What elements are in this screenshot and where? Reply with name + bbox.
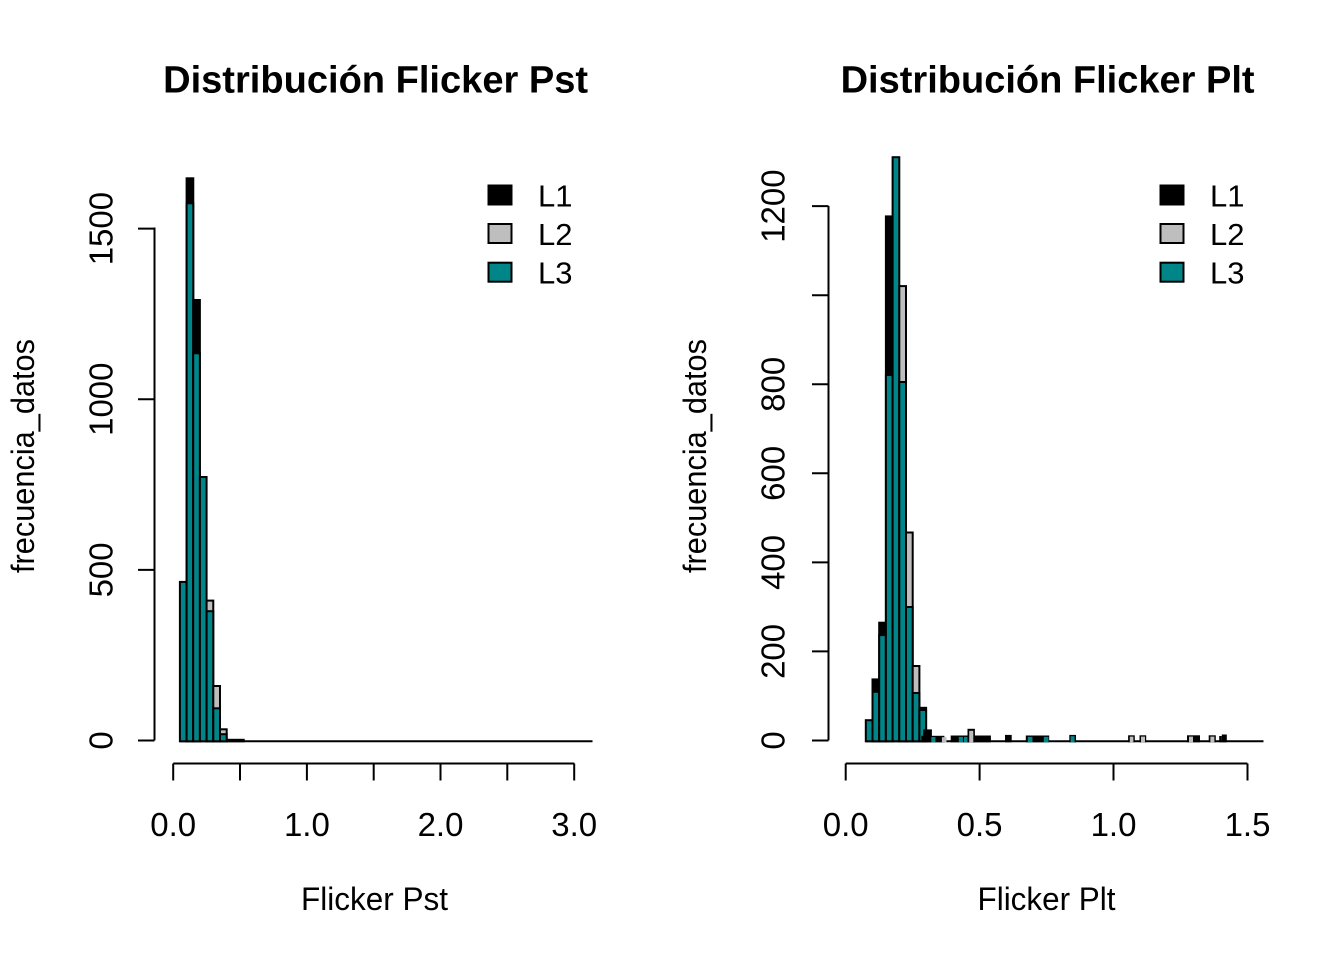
svg-text:L1: L1 [1210, 179, 1244, 214]
svg-text:1.0: 1.0 [284, 806, 330, 843]
svg-text:0.5: 0.5 [957, 806, 1003, 843]
svg-text:2.0: 2.0 [418, 806, 464, 843]
svg-text:600: 600 [754, 446, 791, 501]
svg-text:0.0: 0.0 [823, 806, 869, 843]
svg-text:1000: 1000 [82, 362, 119, 435]
svg-text:Flicker Plt: Flicker Plt [978, 881, 1116, 917]
svg-text:L1: L1 [538, 179, 572, 214]
svg-text:L2: L2 [1210, 217, 1244, 252]
svg-text:1.0: 1.0 [1091, 806, 1137, 843]
svg-text:200: 200 [754, 624, 791, 679]
svg-text:1.5: 1.5 [1225, 806, 1271, 843]
svg-text:Distribución Flicker Pst: Distribución Flicker Pst [163, 60, 588, 102]
svg-text:Flicker Pst: Flicker Pst [301, 881, 448, 917]
svg-text:Distribución Flicker Plt: Distribución Flicker Plt [841, 60, 1255, 102]
svg-text:0: 0 [82, 731, 119, 749]
svg-text:0: 0 [754, 731, 791, 749]
svg-text:0.0: 0.0 [150, 806, 196, 843]
svg-text:400: 400 [754, 535, 791, 590]
svg-text:3.0: 3.0 [551, 806, 597, 843]
svg-text:frecuencia_datos: frecuencia_datos [5, 339, 41, 573]
svg-text:500: 500 [82, 542, 119, 597]
svg-text:frecuencia_datos: frecuencia_datos [677, 339, 713, 573]
svg-text:L2: L2 [538, 217, 572, 252]
svg-text:L3: L3 [538, 256, 572, 291]
svg-text:1500: 1500 [82, 192, 119, 265]
svg-text:800: 800 [754, 357, 791, 412]
svg-text:1200: 1200 [754, 169, 791, 242]
svg-text:L3: L3 [1210, 256, 1244, 291]
